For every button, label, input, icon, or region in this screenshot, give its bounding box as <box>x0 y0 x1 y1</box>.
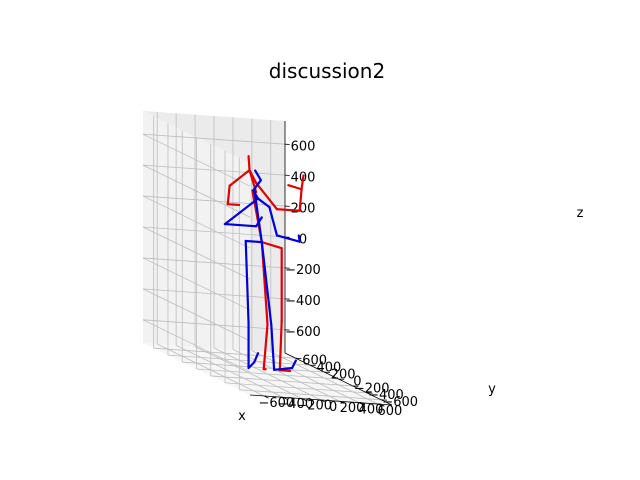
skeleton-segment <box>270 323 276 371</box>
z-grid-line <box>142 195 251 249</box>
z-grid-line <box>142 226 251 280</box>
axis-panes <box>143 111 392 405</box>
skeleton-segment <box>297 234 301 243</box>
skeleton-segment <box>275 234 301 243</box>
skeleton-segment <box>260 241 273 326</box>
x-tick-mark <box>358 402 364 406</box>
x-tick-mark <box>320 399 326 403</box>
skeleton-segment <box>278 319 283 372</box>
x-grid-line <box>251 350 360 404</box>
skeleton-segment <box>268 205 279 237</box>
z-grid-line <box>142 164 251 218</box>
x-axis-label: x <box>238 409 246 424</box>
skeleton-segment <box>278 369 292 373</box>
z-tick-label: −400 <box>285 294 321 309</box>
skeleton-segment <box>223 222 258 228</box>
x-tick-label: −400 <box>277 397 313 412</box>
y-axis-label: y <box>488 382 496 397</box>
x-tick-label: 400 <box>359 403 384 418</box>
chart-title: discussion2 <box>269 59 385 83</box>
skeleton-segment <box>291 359 297 370</box>
x-grid-line <box>232 348 341 402</box>
x-tick-mark <box>339 400 345 404</box>
skeleton-segment <box>226 203 241 207</box>
x-tick-label: −600 <box>258 396 294 411</box>
z-tick-label: −200 <box>285 263 321 278</box>
z-tick-label: −600 <box>285 325 321 340</box>
skeleton-segment <box>228 169 251 187</box>
y-tick-label: 0 <box>353 374 361 389</box>
skeleton-segment <box>275 208 301 212</box>
x-tick-label: 600 <box>378 404 403 419</box>
y-tick-label: −200 <box>354 381 390 396</box>
skeleton-segment <box>298 188 303 212</box>
y-tick-label: 600 <box>302 354 327 369</box>
z-grid-line <box>142 164 286 176</box>
skeleton-series <box>223 155 305 373</box>
x-tick-label: 0 <box>329 400 337 415</box>
x-tick-mark <box>264 395 269 399</box>
x-grid-line <box>270 351 378 405</box>
z-grid-line <box>142 195 286 207</box>
skeleton-segment <box>256 197 271 209</box>
x-tick-mark <box>282 396 288 400</box>
skeleton-segment <box>247 155 251 172</box>
skeleton-segment <box>287 184 303 191</box>
skeleton-segment <box>248 169 258 185</box>
skeleton-segment <box>253 187 263 244</box>
skeleton-segment <box>223 197 260 226</box>
skeleton-segment <box>262 323 269 371</box>
skeleton-segment <box>254 169 262 182</box>
y-tick-label: −600 <box>382 395 418 410</box>
z-axis-label: z <box>577 206 584 221</box>
axis-lines <box>249 121 393 407</box>
skeleton-segment <box>273 366 294 371</box>
series-blue <box>223 169 301 371</box>
y-grid-line <box>182 361 325 373</box>
skeleton-segment <box>253 352 260 364</box>
x-tick-label: 200 <box>340 401 365 416</box>
y-tick-label: 200 <box>331 367 356 382</box>
z-tick-label: 0 <box>299 232 307 247</box>
y-tick-label: −400 <box>368 388 404 403</box>
z-grid-line <box>142 133 286 145</box>
skeleton-segment <box>226 184 231 206</box>
skeleton-segment <box>247 361 256 370</box>
y-grid-line <box>167 354 310 366</box>
y-grid-line <box>153 347 296 359</box>
series-red <box>226 155 305 373</box>
skeleton-segment <box>300 174 305 191</box>
z-tick-label: 200 <box>291 201 316 216</box>
z-tick-label: 600 <box>291 139 316 154</box>
y-grid-line <box>196 368 339 380</box>
skeleton-segment <box>244 239 250 325</box>
y-tick-label: 400 <box>316 360 341 375</box>
x-tick-mark <box>301 398 307 402</box>
x-tick-mark <box>377 403 383 407</box>
x-tick-label: −200 <box>296 399 332 414</box>
skeleton-segment <box>244 239 263 244</box>
z-grid-line <box>142 133 251 187</box>
grid-lines <box>142 112 382 405</box>
skeleton-segment <box>255 181 279 211</box>
skeleton-segment <box>260 241 283 250</box>
